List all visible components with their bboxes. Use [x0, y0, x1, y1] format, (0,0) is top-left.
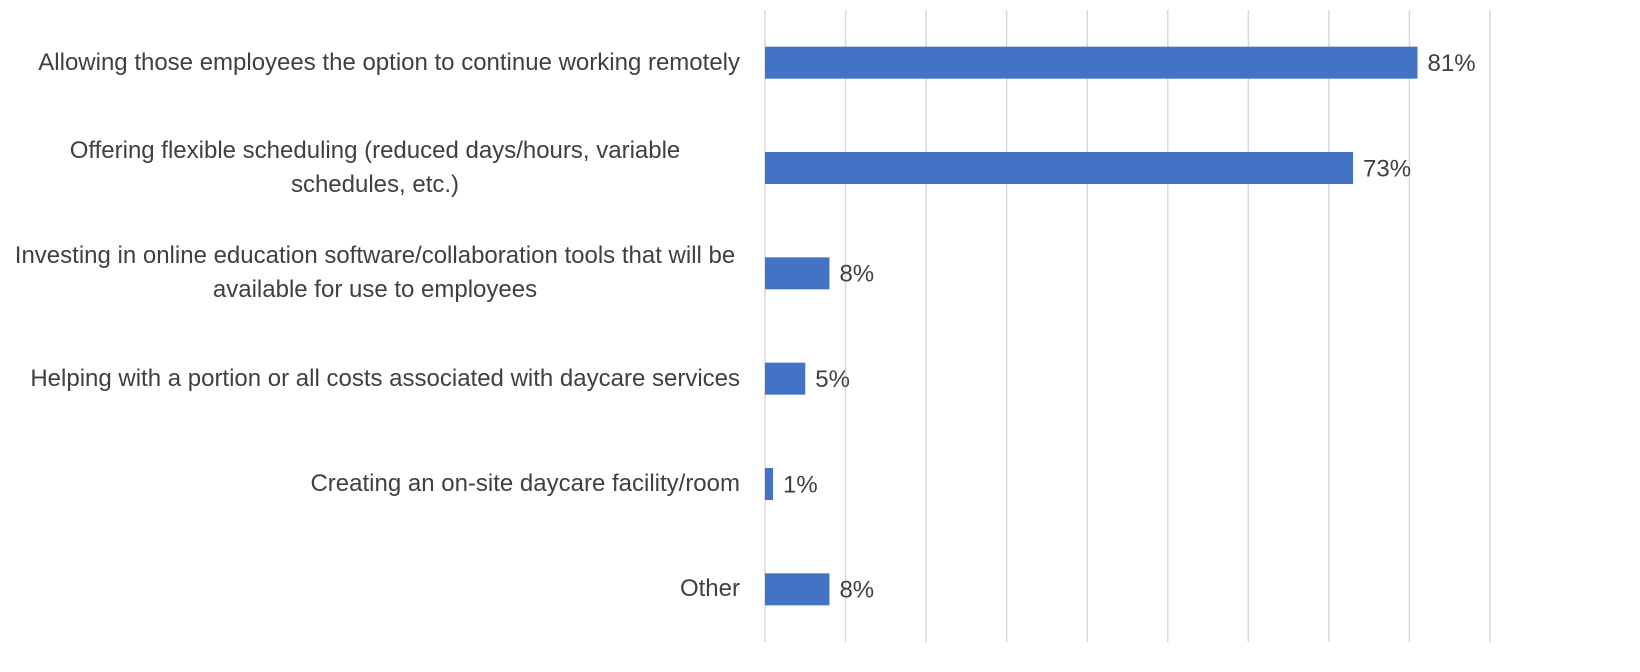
- data-label: 81%: [1428, 50, 1476, 77]
- y-tick-label: Helping with a portion or all costs asso…: [30, 364, 740, 392]
- data-label: 73%: [1363, 155, 1411, 182]
- bar: [765, 573, 830, 606]
- category-row: Investing in online education software/c…: [0, 223, 740, 323]
- y-tick-label: Offering flexible scheduling (reduced da…: [69, 137, 681, 198]
- bar: [765, 46, 1418, 79]
- bar: [765, 257, 830, 290]
- data-label: 8%: [839, 261, 874, 288]
- category-row: Offering flexible scheduling (reduced da…: [0, 118, 740, 218]
- y-tick-label: Investing in online education software/c…: [14, 242, 736, 304]
- data-label: 1%: [783, 471, 818, 498]
- data-label: 8%: [839, 577, 874, 604]
- y-tick-label: Other: [679, 575, 740, 603]
- category-row: Creating an on-site daycare facility/roo…: [0, 434, 740, 534]
- y-tick-label: Allowing those employees the option to c…: [38, 48, 740, 76]
- category-row: Allowing those employees the option to c…: [0, 13, 740, 113]
- category-row: Helping with a portion or all costs asso…: [0, 329, 740, 429]
- category-row: Other: [0, 539, 740, 639]
- bar: [765, 152, 1354, 184]
- y-tick-label: Creating an on-site daycare facility/roo…: [310, 470, 740, 497]
- bar: [765, 468, 774, 500]
- bar: [765, 362, 806, 395]
- data-label: 5%: [815, 366, 850, 393]
